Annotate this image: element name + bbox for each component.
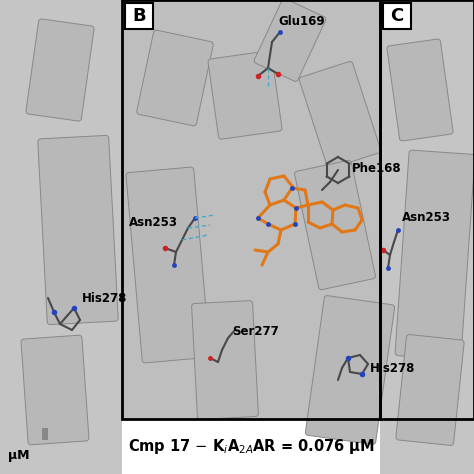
Bar [42, 428, 48, 440]
Text: Cmp 17 $-$ K$_i$A$_{2A}$AR = 0.076 μM: Cmp 17 $-$ K$_i$A$_{2A}$AR = 0.076 μM [128, 437, 374, 456]
Bar [380, 0, 474, 474]
Text: Glu169: Glu169 [278, 15, 325, 28]
FancyBboxPatch shape [208, 51, 282, 139]
FancyBboxPatch shape [299, 62, 381, 169]
Text: Asn253: Asn253 [402, 211, 451, 224]
FancyBboxPatch shape [125, 3, 153, 29]
FancyBboxPatch shape [305, 296, 394, 445]
Text: Asn253: Asn253 [129, 216, 178, 228]
FancyBboxPatch shape [21, 335, 89, 445]
FancyBboxPatch shape [387, 39, 453, 141]
Bar [122, 419, 380, 474]
FancyBboxPatch shape [126, 167, 210, 363]
Text: μM: μM [8, 448, 29, 462]
Bar [122, 0, 380, 474]
FancyBboxPatch shape [38, 136, 118, 325]
Text: Ser277: Ser277 [232, 325, 279, 338]
FancyBboxPatch shape [395, 150, 474, 360]
FancyBboxPatch shape [254, 0, 326, 82]
FancyBboxPatch shape [294, 160, 375, 290]
Bar [122, 0, 380, 419]
FancyBboxPatch shape [191, 301, 258, 419]
Text: Phe168: Phe168 [352, 162, 401, 174]
Bar [0, 0, 122, 474]
Bar [380, 0, 474, 419]
FancyBboxPatch shape [383, 3, 411, 29]
FancyBboxPatch shape [396, 335, 464, 446]
Text: His278: His278 [370, 362, 415, 374]
Text: His278: His278 [82, 292, 128, 304]
Text: B: B [132, 7, 146, 25]
FancyBboxPatch shape [26, 19, 94, 121]
FancyBboxPatch shape [137, 30, 213, 126]
Text: C: C [391, 7, 404, 25]
